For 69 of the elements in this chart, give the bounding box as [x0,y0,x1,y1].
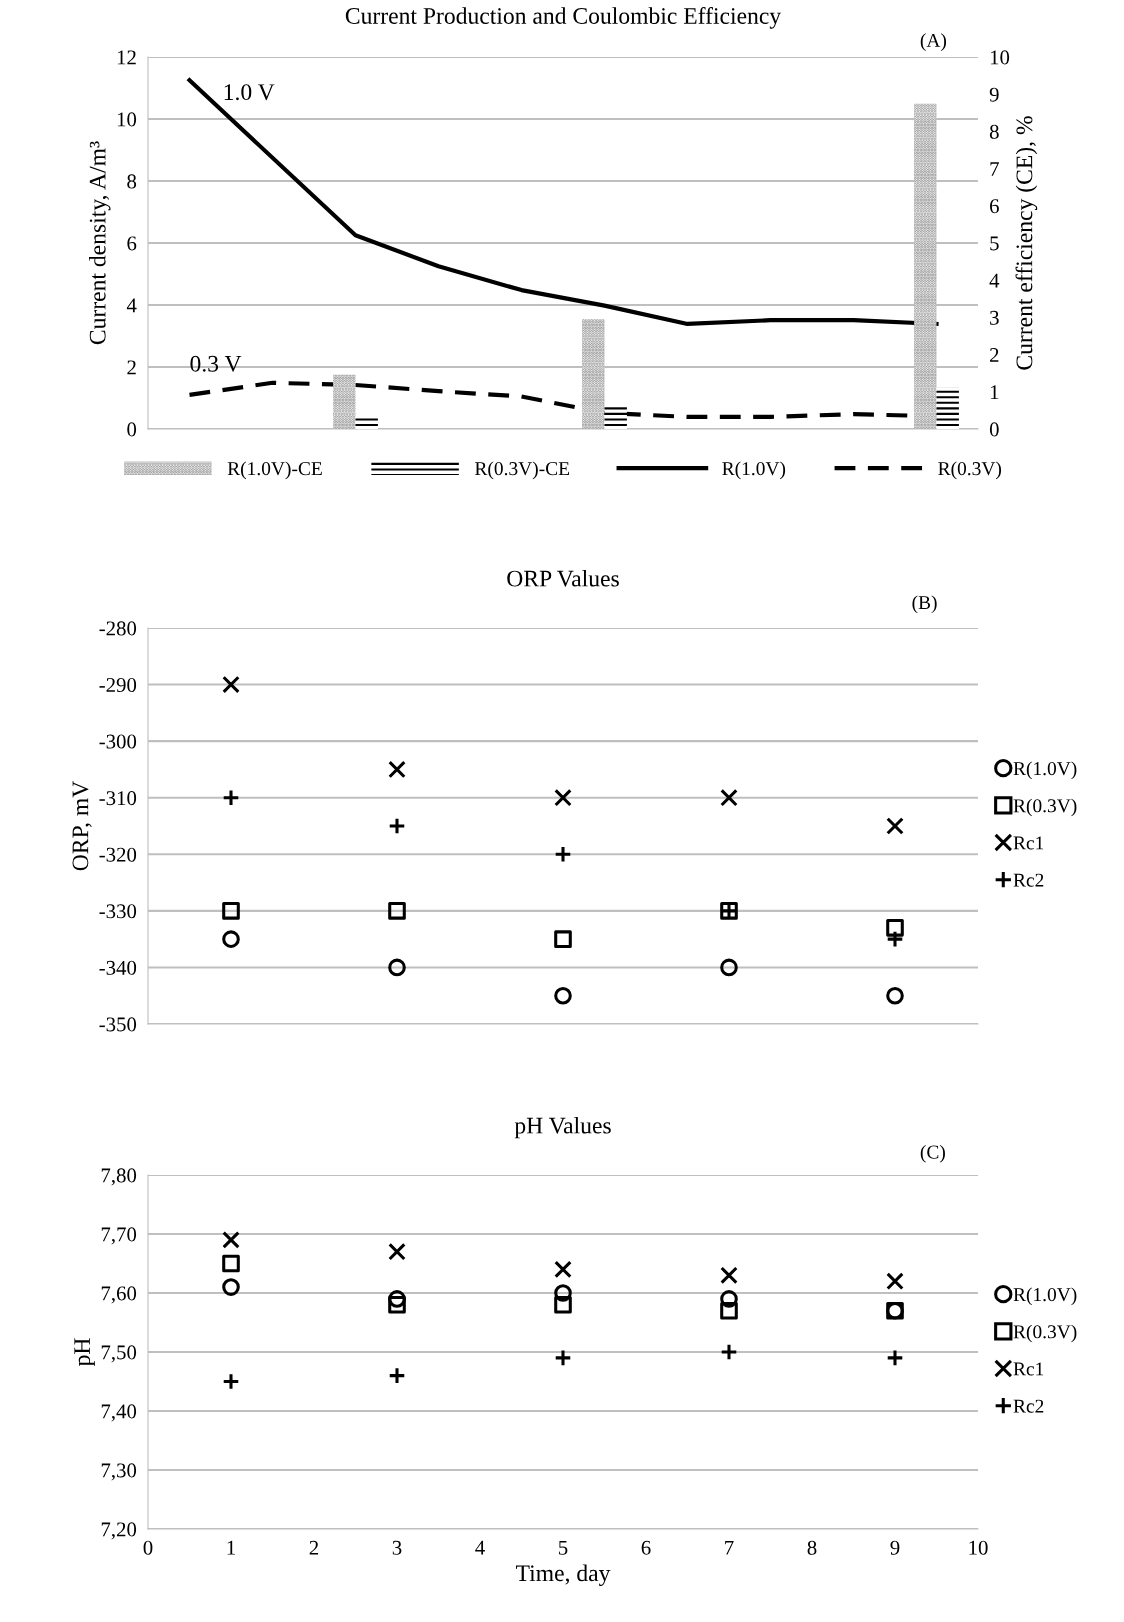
legend-label: Rc2 [1013,873,1044,887]
x-tick-label: 9 [890,1540,900,1555]
y2-tick-label: 6 [990,199,999,214]
y-tick-label: 7,30 [101,1463,137,1481]
y2-tick-label: 10 [990,50,1010,65]
y2-tick-label: 0 [989,422,999,437]
legend-label: R(0.3V) [1013,1324,1077,1343]
y-tick-label: -330 [99,904,137,919]
text: (C) [920,1144,945,1163]
y-tick-label: 10 [117,112,137,127]
y2-tick-label: 4 [989,273,1000,288]
legend-label: Rc1 [1013,1362,1044,1376]
y-tick-label: 7,70 [101,1227,137,1245]
y2-tick-label: 7 [990,162,999,176]
y-tick-label: 7,20 [101,1522,137,1540]
text: (A) [920,33,947,51]
x-tick-label: 10 [969,1540,988,1555]
legend-label: R(1.0V)-CE [227,461,322,480]
legend-label: R(1.0V) [1013,1287,1077,1306]
y-tick-label: -350 [99,1017,137,1032]
y-tick-label: 7,50 [101,1345,137,1363]
legend-label: R(0.3V) [938,461,1002,480]
chart-title: ORP Values [507,569,619,587]
y-tick-label: -300 [99,734,137,749]
y2-axis-title: Current efficiency (CE), % [1015,116,1038,370]
annotation: 1.0 V [224,84,275,101]
y-tick-label: 4 [126,298,137,313]
chart-title: pH Values [514,1116,611,1139]
annotation: 0.3 V [190,355,242,372]
legend-label: Rc2 [1013,1399,1044,1413]
x-tick-label: 1 [227,1540,235,1555]
y-tick-label: -320 [99,847,137,862]
legend-label: R(1.0V) [1013,761,1077,780]
y-tick-label: -310 [99,791,137,806]
y-tick-label: 2 [127,360,136,375]
chart-title: Current Production and Coulombic Efficiency [345,7,782,29]
x-tick-label: 5 [559,1540,568,1555]
y2-tick-label: 8 [989,124,999,139]
x-tick-label: 0 [143,1540,153,1555]
y-tick-label: 8 [127,174,137,189]
y-tick-label: 7,40 [101,1404,137,1422]
y2-tick-label: 9 [989,87,999,102]
x-axis-title: Time, day [515,1564,611,1587]
y2-tick-label: 3 [990,310,999,325]
x-tick-label: 7 [725,1540,734,1555]
x-tick-label: 2 [309,1540,319,1555]
text: (B) [912,595,937,614]
y-axis-title: ORP, mV [72,781,92,871]
y-tick-label: -340 [99,960,137,975]
legend-label: Rc1 [1013,836,1044,850]
y2-tick-label: 2 [990,348,999,362]
y-tick-label: 12 [117,50,136,65]
y-tick-label: 0 [127,422,137,437]
legend-label: R(0.3V) [1013,798,1077,817]
x-tick-label: 3 [392,1540,402,1555]
y-tick-label: 6 [127,236,137,251]
x-tick-label: 4 [475,1540,485,1555]
legend-label: R(1.0V) [722,461,786,480]
y-tick-label: -280 [99,621,137,636]
y-axis-title: pH [74,1338,95,1367]
y-tick-label: 7,60 [101,1286,137,1304]
x-tick-label: 6 [641,1540,651,1555]
x-tick-label: 8 [807,1540,817,1555]
y-axis-title: Current density, A/m³ [89,141,111,345]
legend-label: R(0.3V)-CE [474,461,570,480]
y-tick-label: -290 [99,677,137,692]
y-tick-label: 7,80 [101,1168,137,1186]
y2-tick-label: 1 [990,385,999,400]
y2-tick-label: 5 [990,236,999,251]
